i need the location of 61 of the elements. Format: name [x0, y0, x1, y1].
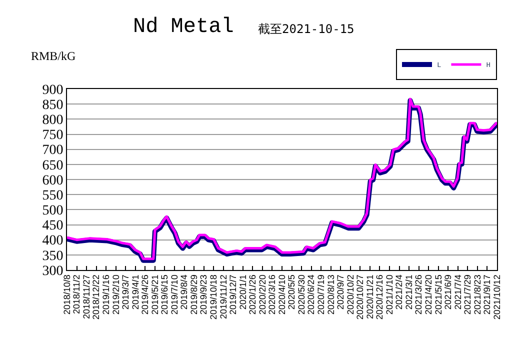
x-tick-label: 2020/9/7	[336, 274, 346, 310]
x-tick-label: 2021/8/23	[472, 274, 482, 315]
x-tick-label: 2021/6/9	[443, 274, 454, 310]
x-tick-label: 2018/10/8	[62, 274, 72, 315]
x-tick-label: 2019/12/7	[228, 274, 238, 315]
x-tick-label: 2019/10/18	[208, 274, 219, 320]
x-tick-label: 2019/1/16	[101, 274, 112, 315]
x-tick-label: 2019/4/26	[140, 274, 150, 315]
x-tick-label: 2021/10/12	[492, 274, 502, 320]
x-tick-label: 2019/2/10	[110, 274, 121, 315]
x-tick-label: 2021/5/15	[433, 274, 444, 315]
x-tick-label: 2018/11/27	[81, 274, 92, 319]
x-tick-label: 2019/5/21	[150, 274, 160, 315]
x-tick-label: 2020/10/2	[345, 274, 356, 315]
x-tick-label: 2021/3/1	[404, 274, 414, 310]
x-tick-label: 2020/11/21	[364, 274, 375, 319]
x-tick-label: 2021/3/26	[414, 274, 424, 315]
y-tick-label: 400	[42, 234, 64, 249]
x-tick-label: 2021/4/20	[424, 274, 434, 315]
y-tick-label: 750	[42, 128, 64, 144]
y-tick-label: 650	[42, 158, 64, 174]
y-tick-label: 850	[42, 98, 64, 113]
x-tick-label: 2019/9/23	[198, 274, 209, 315]
x-tick-label: 2019/3/7	[120, 274, 131, 310]
y-tick-label: 550	[42, 188, 64, 204]
y-tick-label: 700	[42, 143, 64, 158]
y-tick-label: 900	[42, 82, 64, 98]
x-tick-label: 2021/1/10	[384, 274, 394, 315]
x-tick-label: 2018/11/2	[72, 274, 82, 314]
y-tick-label: 450	[42, 218, 64, 234]
x-tick-label: 2020/8/13	[326, 274, 336, 315]
y-tick-label: 300	[42, 264, 64, 279]
x-tick-label: 2019/11/12	[218, 274, 228, 319]
x-tick-label: 2020/5/5	[286, 274, 297, 310]
y-tick-label: 800	[42, 113, 64, 128]
x-tick-label: 2020/1/1	[238, 274, 248, 310]
x-tick-label: 2020/7/19	[316, 274, 326, 315]
x-tick-label: 2020/10/27	[355, 274, 366, 320]
x-tick-label: 2020/6/24	[306, 274, 316, 315]
x-tick-label: 2020/4/10	[276, 274, 287, 315]
x-tick-label: 2020/3/16	[267, 274, 278, 315]
x-tick-label: 2019/7/10	[169, 274, 180, 315]
x-tick-label: 2020/5/30	[296, 274, 306, 315]
x-tick-label: 2020/1/26	[248, 274, 258, 315]
x-tick-label: 2019/6/15	[160, 274, 170, 315]
y-tick-label: 350	[42, 248, 64, 264]
chart-title: Nd Metal	[133, 16, 234, 39]
chart-subtitle: 截至2021-10-15	[258, 22, 354, 36]
x-tick-label: 2021/7/29	[462, 274, 473, 315]
x-tick-label: 2020/12/16	[374, 274, 385, 320]
x-tick-label: 2019/8/4	[179, 274, 190, 310]
y-axis-title: RMB/kG	[31, 49, 76, 63]
x-tick-label: 2019/8/29	[188, 274, 199, 315]
x-tick-label: 2020/2/20	[257, 274, 268, 315]
x-tick-label: 2019/4/1	[130, 274, 140, 310]
x-tick-label: 2018/12/22	[91, 274, 102, 320]
x-tick-label: 2021/2/4	[394, 274, 404, 310]
y-tick-label: 500	[42, 204, 64, 219]
y-tick-label: 600	[42, 173, 64, 188]
x-tick-label: 2021/9/17	[482, 274, 492, 315]
x-tick-label: 2021/7/4	[452, 274, 463, 310]
